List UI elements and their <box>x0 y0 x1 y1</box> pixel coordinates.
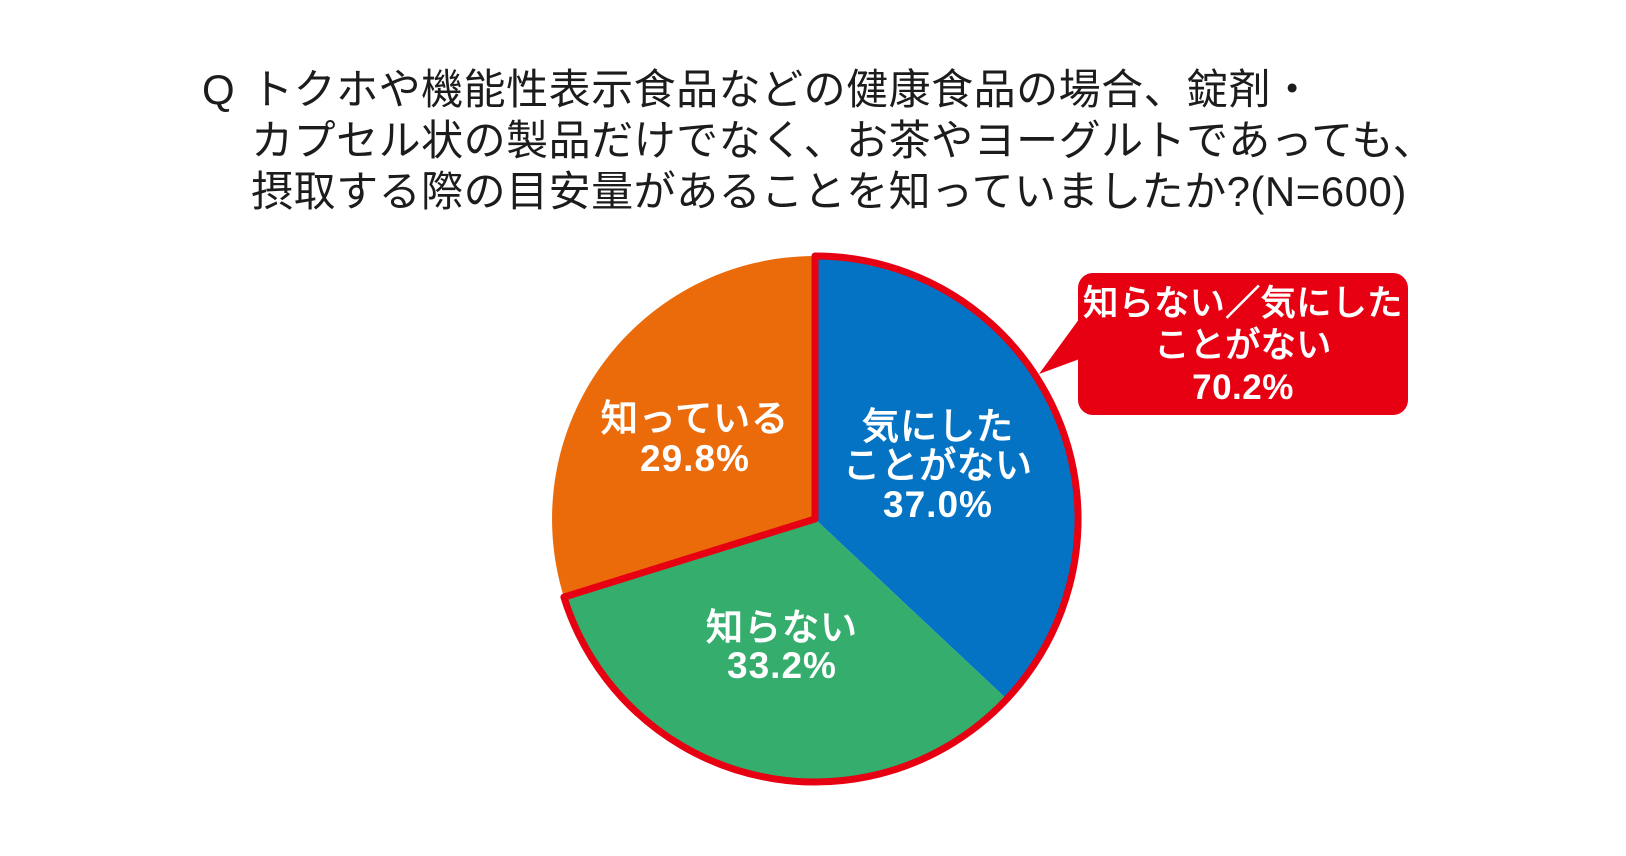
slice-label-shiranai: 知らない 33.2% <box>706 609 858 685</box>
slice-label-line: 気にした <box>862 406 1014 447</box>
callout-line: ことがない <box>1154 326 1332 365</box>
pie-slice-kinishita-kotoganai <box>815 256 1078 699</box>
question-q-prefix: Q <box>202 66 236 113</box>
question-line-2: カプセル状の製品だけでなく、お茶やヨーグルトであっても、 <box>251 117 1436 164</box>
combined-highlight-callout: 知らない／気にした ことがない 70.2% <box>1078 273 1408 415</box>
combined-highlight-outline <box>560 252 1082 786</box>
slice-label-kinishita-kotoganai: 気にした ことがない 37.0% <box>843 407 1033 524</box>
question-text: トクホや機能性表示食品などの健康食品の場合、錠剤・ カプセル状の製品だけでなく、… <box>251 64 1435 217</box>
slice-label-shitteiru: 知っている 29.8% <box>601 399 789 479</box>
slice-label-line: ことがない <box>843 445 1033 486</box>
callout-line: 知らない／気にした <box>1083 284 1403 323</box>
slice-label-line: 知らない <box>706 607 858 648</box>
callout-tail <box>1039 311 1085 374</box>
slice-label-percent: 37.0% <box>883 484 993 525</box>
slice-label-percent: 29.8% <box>640 438 750 479</box>
slice-label-percent: 33.2% <box>727 645 837 686</box>
question-line-1: トクホや機能性表示食品などの健康食品の場合、錠剤・ <box>251 66 1314 113</box>
question-title: Q トクホや機能性表示食品などの健康食品の場合、錠剤・ カプセル状の製品だけでな… <box>202 64 1435 217</box>
pie-slice-shitteiru <box>552 256 815 598</box>
question-line-3: 摂取する際の目安量があることを知っていましたか?(N=600) <box>251 168 1407 215</box>
callout-percent: 70.2% <box>1192 368 1294 407</box>
slice-label-line: 知っている <box>600 398 790 439</box>
pie-slice-shiranai <box>563 519 1007 782</box>
